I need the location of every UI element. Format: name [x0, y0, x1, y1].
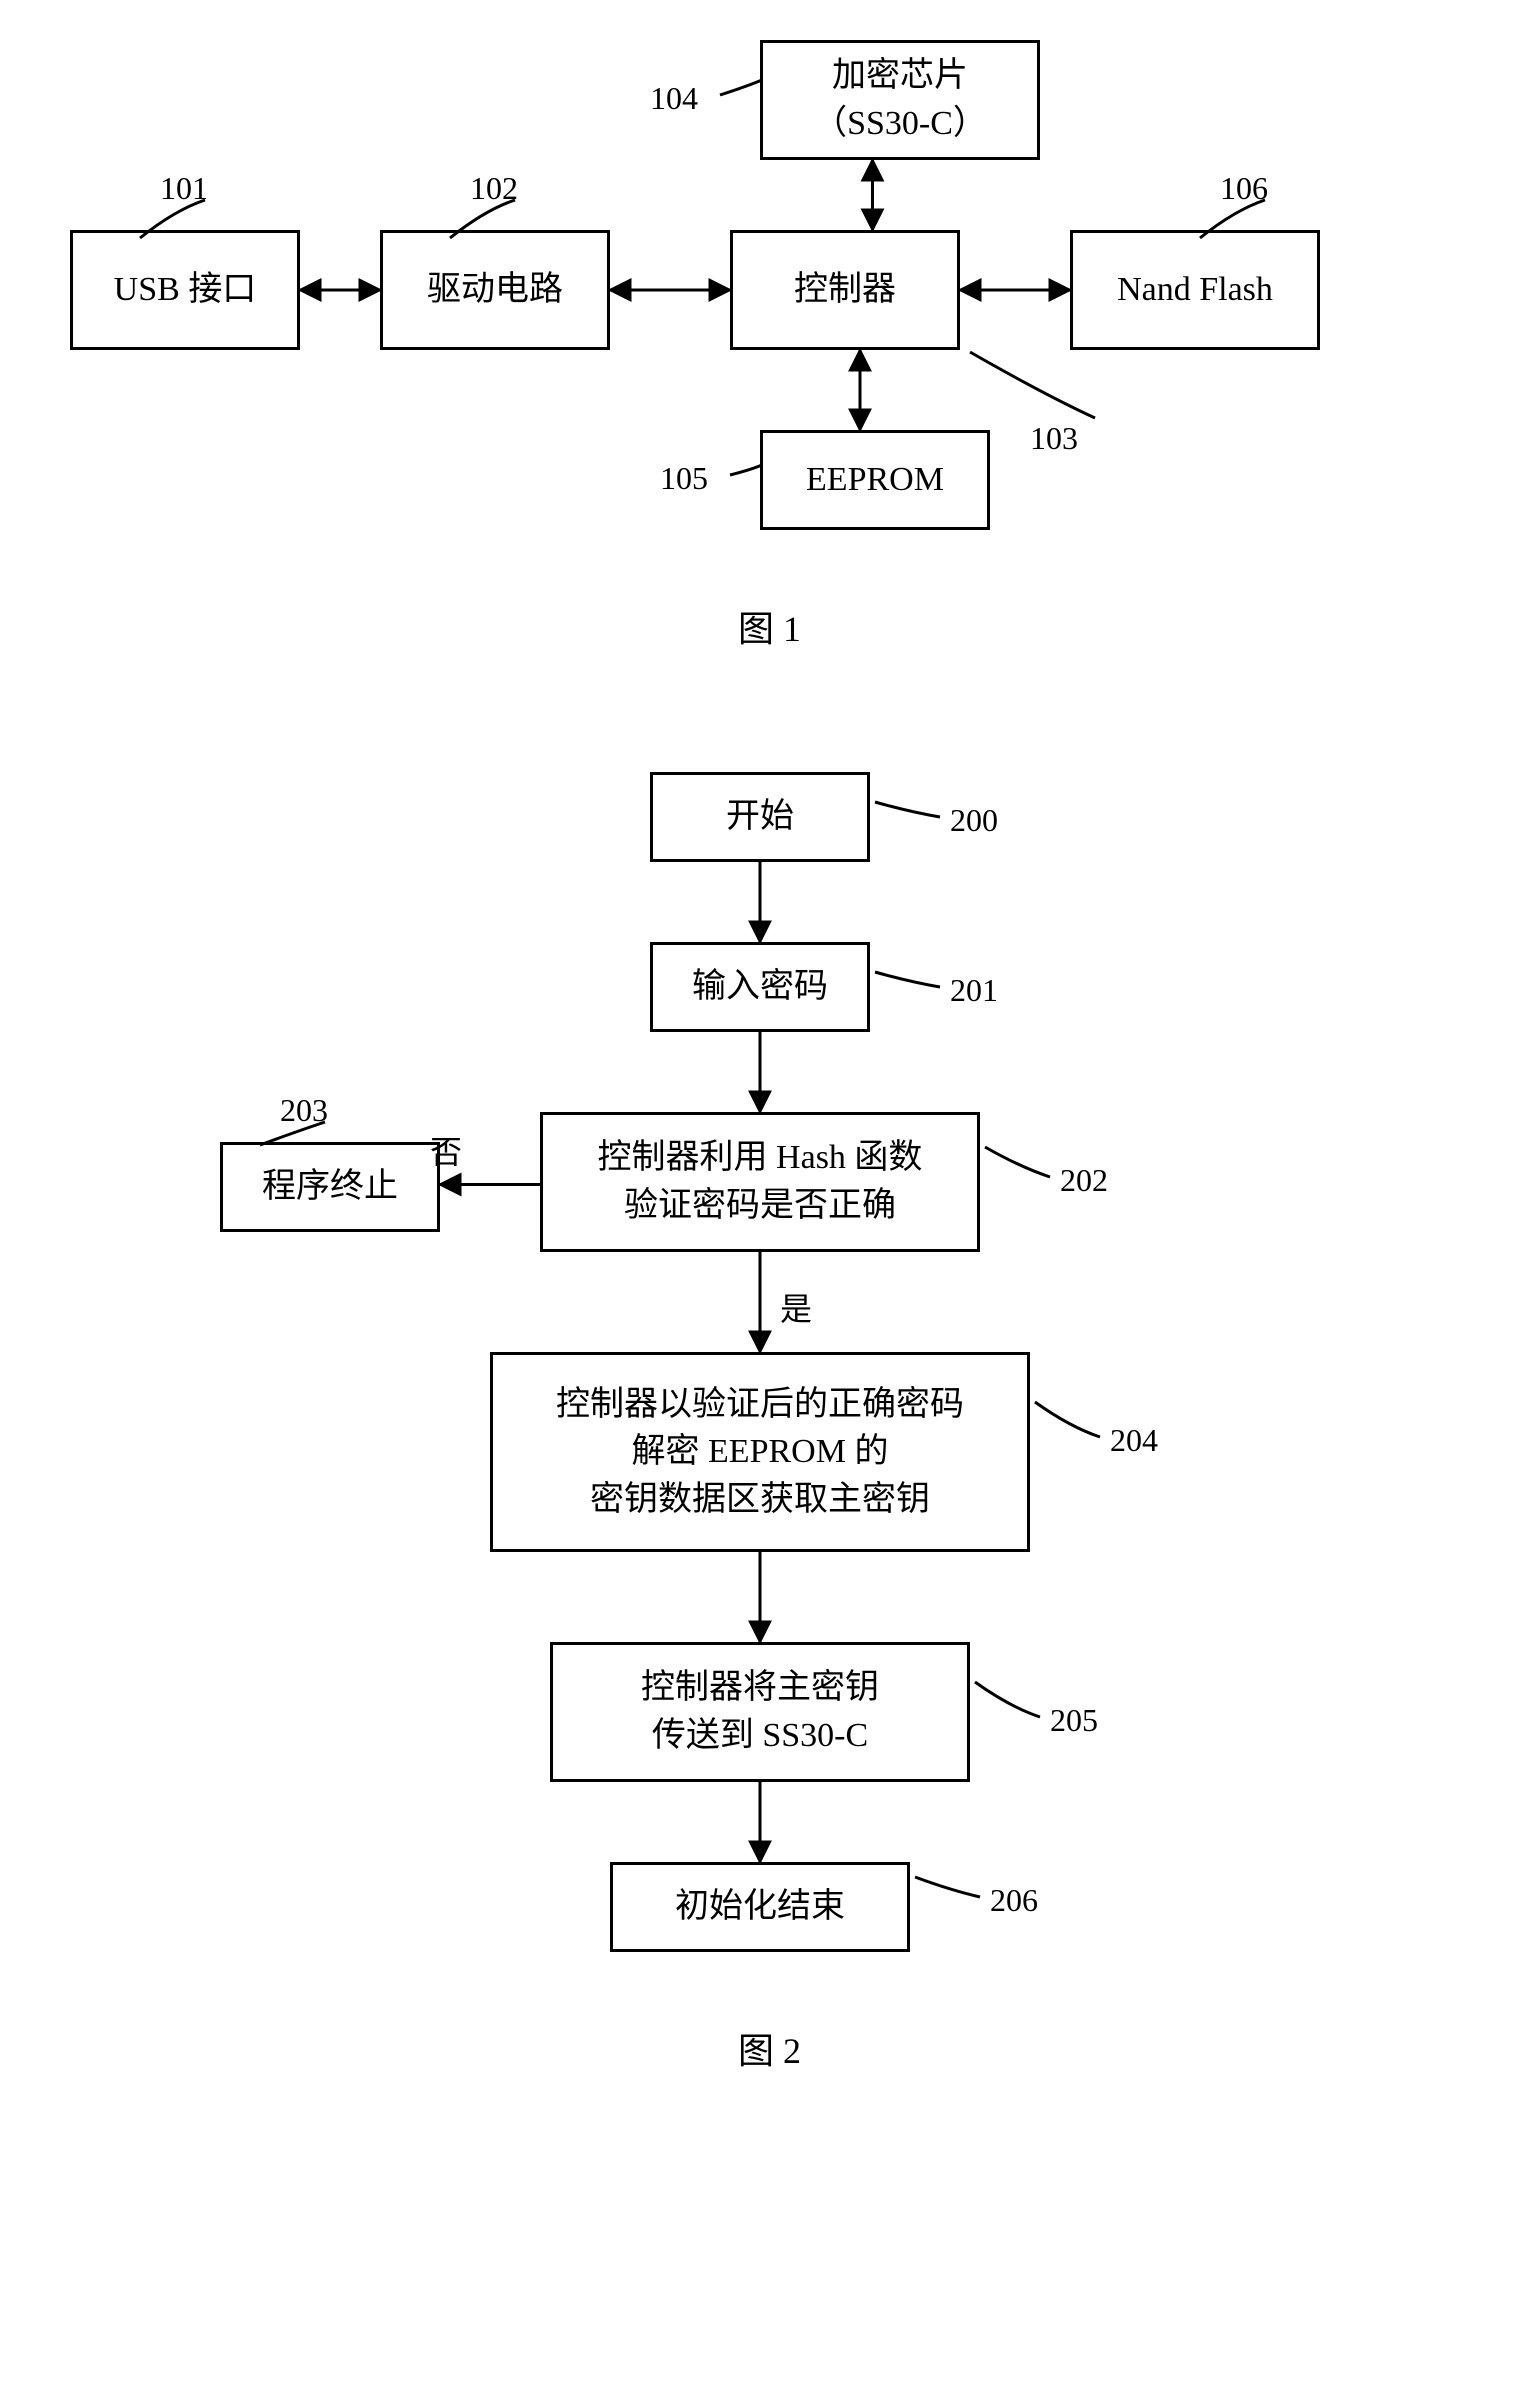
- ref-label-n106: 106: [1220, 170, 1268, 207]
- node-n104: 加密芯片 （SS30-C）: [760, 40, 1040, 160]
- node-s203: 程序终止: [220, 1142, 440, 1232]
- ref-label-n105: 105: [660, 460, 708, 497]
- node-n102: 驱动电路: [380, 230, 610, 350]
- edge-label: 是: [780, 1284, 812, 1330]
- ref-label-s203: 203: [280, 1092, 328, 1129]
- node-n105: EEPROM: [760, 430, 990, 530]
- node-s202: 控制器利用 Hash 函数 验证密码是否正确: [540, 1112, 980, 1252]
- node-s205: 控制器将主密钥 传送到 SS30-C: [550, 1642, 970, 1782]
- figure-2-caption: 图 2: [40, 2022, 1499, 2074]
- ref-label-s204: 204: [1110, 1422, 1158, 1459]
- node-n106: Nand Flash: [1070, 230, 1320, 350]
- ref-label-n103: 103: [1030, 420, 1078, 457]
- ref-label-s202: 202: [1060, 1162, 1108, 1199]
- ref-label-s205: 205: [1050, 1702, 1098, 1739]
- ref-label-s201: 201: [950, 972, 998, 1009]
- node-n101: USB 接口: [70, 230, 300, 350]
- ref-label-n102: 102: [470, 170, 518, 207]
- figure-1-block-diagram: USB 接口驱动电路控制器 加密芯片 （SS30-C） EEPROM Nand Fla…: [40, 40, 1350, 570]
- edge-label: 否: [430, 1127, 462, 1173]
- node-s201: 输入密码: [650, 942, 870, 1032]
- ref-label-s206: 206: [990, 1882, 1038, 1919]
- node-s204: 控制器以验证后的正确密码 解密 EEPROM 的 密钥数据区获取主密钥: [490, 1352, 1030, 1552]
- ref-label-n104: 104: [650, 80, 698, 117]
- node-s206: 初始化结束: [610, 1862, 910, 1952]
- ref-label-n101: 101: [160, 170, 208, 207]
- figure-2-flowchart: 开始输入密码控制器利用 Hash 函数 验证密码是否正确 程序终止控制器以验证后的…: [220, 772, 1270, 1992]
- ref-label-s200: 200: [950, 802, 998, 839]
- node-s200: 开始: [650, 772, 870, 862]
- node-n103: 控制器: [730, 230, 960, 350]
- figure-1-caption: 图 1: [40, 600, 1499, 652]
